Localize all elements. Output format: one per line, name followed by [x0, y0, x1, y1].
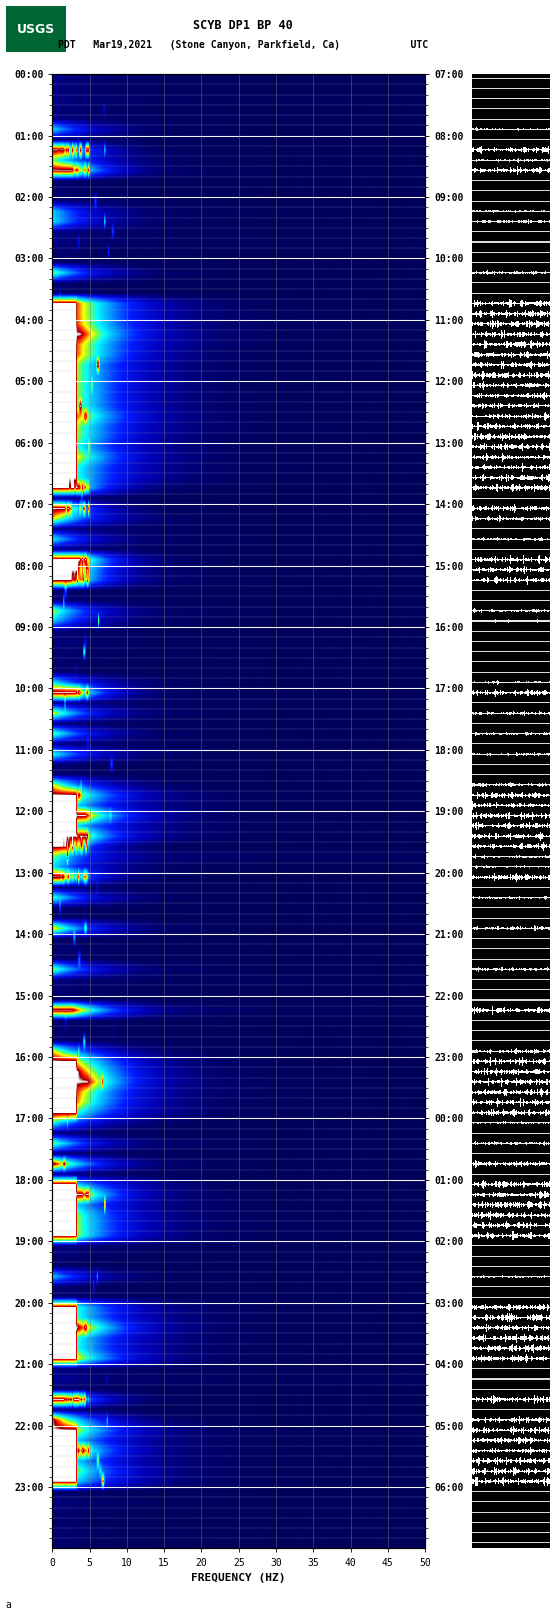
Text: SCYB DP1 BP 40: SCYB DP1 BP 40	[193, 19, 293, 32]
Text: USGS: USGS	[17, 23, 55, 35]
Text: a: a	[6, 1600, 12, 1610]
Text: PDT   Mar19,2021   (Stone Canyon, Parkfield, Ca)            UTC: PDT Mar19,2021 (Stone Canyon, Parkfield,…	[58, 40, 428, 50]
X-axis label: FREQUENCY (HZ): FREQUENCY (HZ)	[192, 1573, 286, 1582]
